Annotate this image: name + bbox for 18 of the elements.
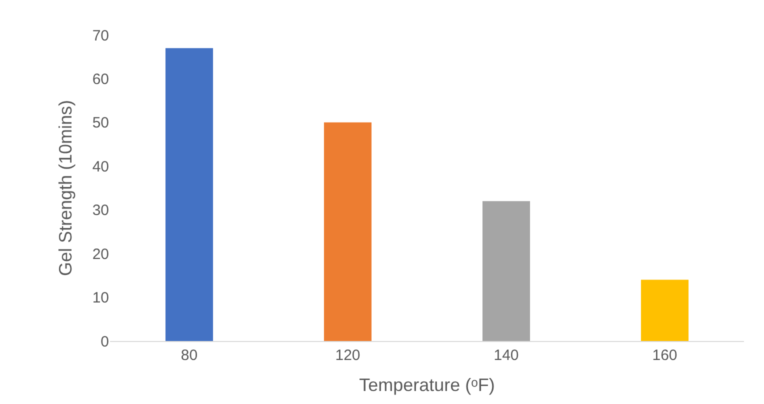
y-tick-label: 60 [92, 70, 109, 88]
y-tick-label: 10 [92, 290, 109, 307]
x-tick-label: 160 [652, 347, 678, 364]
bar [324, 122, 372, 341]
y-tick-label: 50 [92, 114, 109, 132]
x-tick-label: 80 [180, 347, 198, 364]
x-tick-label: 140 [494, 347, 519, 364]
bar [640, 280, 689, 341]
x-axis-title: Temperature (ᵒF) [359, 375, 495, 396]
y-tick-label: 20 [92, 246, 109, 263]
y-tick-label: 40 [92, 158, 109, 176]
y-axis-title: Gel Strength (10mins) [56, 100, 76, 276]
y-tick-label: 30 [92, 202, 109, 220]
y-tick-label: 0 [100, 333, 109, 350]
bar [165, 48, 214, 341]
x-tick-label: 120 [335, 347, 360, 364]
y-tick-label: 70 [92, 27, 109, 44]
bar [482, 201, 530, 341]
